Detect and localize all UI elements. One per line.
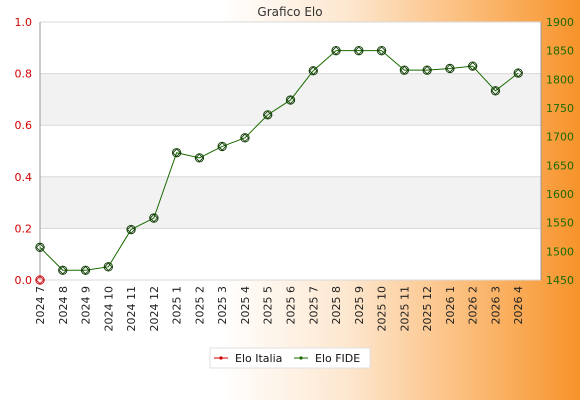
x-tick-label: 2025 6 (285, 286, 298, 325)
data-point-marker-elo-fide (308, 66, 318, 76)
x-tick-label: 2025 4 (239, 286, 252, 325)
x-tick-label: 2024 11 (125, 286, 138, 332)
y-left-tick-label: 0.6 (15, 119, 33, 132)
legend-label: Elo Italia (235, 352, 282, 365)
x-tick-label: 2026 1 (444, 286, 457, 325)
x-tick-label: 2026 3 (489, 286, 502, 325)
data-point-marker-elo-fide (331, 46, 341, 55)
data-point-marker-elo-fide (354, 46, 364, 55)
data-point-marker-elo-fide (195, 153, 204, 163)
data-point-marker-elo-fide (513, 68, 523, 78)
y-right-tick-label: 1900 (546, 16, 574, 29)
data-point-marker-elo-fide (286, 95, 295, 105)
grid-band (40, 176, 541, 229)
chart-title: Grafico Elo (257, 5, 322, 19)
data-point-marker-elo-fide (217, 142, 227, 151)
series-line-elo-fide (39, 50, 519, 271)
x-tick-label: 2024 9 (80, 286, 93, 325)
y-right-tick-label: 1450 (546, 274, 574, 287)
legend-marker (299, 356, 303, 360)
x-tick-label: 2025 12 (421, 286, 434, 332)
x-tick-label: 2025 7 (307, 286, 320, 325)
y-right-tick-label: 1700 (546, 131, 574, 144)
legend: Elo Italia Elo FIDE (209, 347, 371, 369)
data-point-marker-elo-fide (58, 265, 68, 275)
x-tick-label: 2025 2 (193, 286, 206, 325)
data-point-marker-elo-fide (263, 110, 273, 120)
x-tick-label: 2025 10 (376, 286, 389, 332)
x-tick-label: 2025 1 (171, 286, 184, 325)
data-point-marker-elo-fide (149, 213, 159, 223)
y-right-tick-label: 1500 (546, 245, 574, 258)
y-left-tick-label: 0.4 (15, 171, 33, 184)
x-tick-label: 2024 7 (34, 286, 47, 325)
data-point-marker-elo-fide (468, 61, 477, 71)
x-tick-label: 2024 10 (102, 286, 115, 332)
y-right-tick-label: 1600 (546, 188, 574, 201)
data-point-marker-elo-fide (126, 225, 136, 234)
y-left-tick-label: 0.2 (15, 222, 33, 235)
data-point-marker-elo-fide (104, 262, 113, 272)
data-point-marker-elo-fide (377, 46, 386, 55)
legend-marker (219, 356, 223, 360)
x-tick-label: 2025 9 (353, 286, 366, 325)
y-left-tick-label: 1.0 (15, 16, 33, 29)
data-point-marker-elo-fide (172, 148, 181, 158)
x-tick-label: 2025 5 (262, 286, 275, 325)
x-tick-label: 2024 12 (148, 286, 161, 332)
data-point-marker-elo-fide (422, 65, 432, 75)
data-point-marker-elo-fide (35, 243, 45, 252)
legend-box (209, 347, 371, 369)
x-tick-label: 2025 11 (398, 286, 411, 332)
x-tick-label: 2026 4 (512, 286, 525, 325)
y-left-tick-label: 0.8 (15, 68, 33, 81)
y-left-tick-label: 0.0 (15, 274, 33, 287)
data-point-marker-elo-fide (400, 65, 409, 75)
x-tick-label: 2026 2 (467, 286, 480, 325)
x-tick-label: 2025 8 (330, 286, 343, 325)
legend-label: Elo FIDE (315, 352, 360, 365)
y-right-tick-label: 1800 (546, 73, 574, 86)
data-point-marker-elo-fide (240, 133, 250, 143)
y-right-tick-label: 1850 (546, 45, 574, 58)
x-tick-label: 2025 3 (216, 286, 229, 325)
data-point-marker-elo-fide (445, 64, 455, 73)
y-right-tick-label: 1550 (546, 217, 574, 230)
x-tick-label: 2024 8 (57, 286, 70, 325)
y-right-tick-label: 1750 (546, 102, 574, 115)
data-point-marker-elo-fide (81, 265, 90, 275)
data-point-marker-elo-italia (35, 275, 45, 285)
y-right-tick-label: 1650 (546, 159, 574, 172)
plot-area (40, 22, 541, 280)
data-point-marker-elo-fide (491, 86, 500, 96)
